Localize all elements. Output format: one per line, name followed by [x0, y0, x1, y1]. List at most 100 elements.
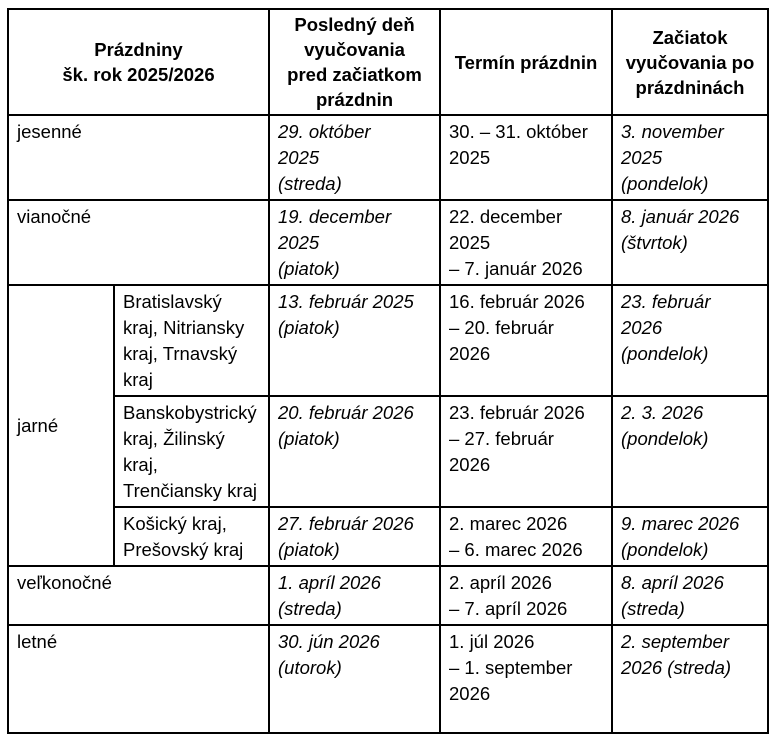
cell-line: kraj, Žilinský [123, 428, 225, 449]
cell-line: Prešovský kraj [123, 539, 244, 560]
term-cell: 23. február 2026 – 27. február 2026 [439, 395, 613, 508]
table-row: jesenné 29. október 2025 (streda) 30. – … [7, 114, 769, 201]
last-day-cell: 13. február 2025 (piatok) [268, 284, 441, 397]
last-day-cell: 29. október 2025 (streda) [268, 114, 441, 201]
cell-line: – 27. február [449, 428, 554, 449]
header-holiday: Prázdniny šk. rok 2025/2026 [7, 8, 270, 116]
header-line: prázdninách [635, 76, 745, 98]
header-line: Posledný deň [294, 14, 415, 35]
table-row: Košický kraj, Prešovský kraj 27. február… [8, 506, 769, 567]
header-start: Začiatok vyučovania po prázdninách [611, 8, 769, 116]
cell-line: 2025 [278, 232, 320, 253]
cell-line: 30. jún 2026 [278, 631, 380, 652]
cell-line: kraj, Nitriansky [123, 317, 245, 338]
cell-line: Trenčiansky kraj [123, 480, 257, 501]
cell-line: Bratislavský [123, 291, 222, 312]
holiday-name: vianočné [7, 199, 270, 286]
cell-line: 13. február 2025 [278, 291, 414, 312]
header-last-day: Posledný deň vyučovania pred začiatkom p… [268, 8, 441, 116]
header-line: Termín prázdnin [454, 51, 598, 73]
header-row: Prázdniny šk. rok 2025/2026 Posledný deň… [7, 8, 769, 116]
school-holidays-table: Prázdniny šk. rok 2025/2026 Posledný deň… [7, 8, 769, 734]
cell-line: 22. december [449, 206, 563, 227]
cell-line: 16. február 2026 [449, 291, 585, 312]
cell-line: 2026 [449, 454, 491, 475]
cell-line: 23. február [621, 291, 711, 312]
cell-line: – 20. február [449, 317, 554, 338]
header-line: Začiatok [652, 26, 728, 48]
cell-line: 2. apríl 2026 [449, 572, 552, 593]
cell-line: 23. február 2026 [449, 402, 585, 423]
cell-line: 8. január 2026 [621, 206, 740, 227]
last-day-cell: 20. február 2026 (piatok) [268, 395, 441, 508]
cell-line: 2025 [621, 147, 663, 168]
term-cell: 30. – 31. október 2025 [439, 114, 613, 201]
cell-line: kraj [123, 369, 153, 390]
header-line: Prázdniny [94, 39, 183, 60]
cell-line: 2. marec 2026 [449, 513, 568, 534]
cell-line: 19. december [278, 206, 392, 227]
header-term: Termín prázdnin [439, 8, 613, 116]
last-day-cell: 1. apríl 2026 (streda) [268, 565, 441, 626]
cell-line: (streda) [278, 598, 342, 619]
last-day-cell: 27. február 2026 (piatok) [268, 506, 441, 567]
cell-line: 2026 [621, 317, 663, 338]
cell-line: (pondelok) [621, 173, 709, 194]
cell-line: (piatok) [278, 317, 340, 338]
cell-line: 1. apríl 2026 [278, 572, 381, 593]
cell-line: – 7. apríl 2026 [449, 598, 568, 619]
table-row: letné 30. jún 2026 (utorok) 1. júl 2026 … [7, 624, 769, 734]
cell-line: 8. apríl 2026 [621, 572, 724, 593]
cell-line: (štvrtok) [621, 232, 688, 253]
cell-line: Banskobystrický [123, 402, 257, 423]
header-line: prázdnin [315, 89, 394, 110]
start-cell: 8. január 2026 (štvrtok) [611, 199, 769, 286]
cell-line: 2025 [449, 232, 491, 253]
start-cell: 9. marec 2026 (pondelok) [611, 506, 769, 567]
table-row: jarné Bratislavský kraj, Nitriansky kraj… [7, 284, 769, 567]
term-cell: 2. apríl 2026 – 7. apríl 2026 [439, 565, 613, 626]
cell-line: 2. 3. 2026 [621, 402, 704, 423]
term-cell: 22. december 2025 – 7. január 2026 [439, 199, 613, 286]
table-row: veľkonočné 1. apríl 2026 (streda) 2. apr… [7, 565, 769, 626]
cell-line: Košický kraj, [123, 513, 227, 534]
holiday-name: letné [7, 624, 270, 734]
start-cell: 8. apríl 2026 (streda) [611, 565, 769, 626]
table-row: Banskobystrický kraj, Žilinský kraj, Tre… [8, 395, 769, 508]
cell-line: kraj, [123, 454, 158, 475]
cell-line: kraj, Trnavský [123, 343, 238, 364]
start-cell: 2. september 2026 (streda) [611, 624, 769, 734]
cell-line: 1. júl 2026 [449, 631, 535, 652]
holiday-name: jesenné [7, 114, 270, 201]
header-line: vyučovania po [625, 51, 755, 73]
cell-line: (piatok) [278, 428, 340, 449]
last-day-cell: 30. jún 2026 (utorok) [268, 624, 441, 734]
cell-line: (piatok) [278, 258, 340, 279]
term-cell: 2. marec 2026 – 6. marec 2026 [439, 506, 613, 567]
holiday-name: veľkonočné [7, 565, 270, 626]
cell-line: 2026 [449, 343, 491, 364]
cell-line: (pondelok) [621, 539, 709, 560]
header-line: šk. rok 2025/2026 [62, 64, 215, 85]
header-line: vyučovania [304, 39, 405, 60]
cell-line: 29. október [278, 121, 371, 142]
cell-line: 27. február 2026 [278, 513, 414, 534]
table-row: vianočné 19. december 2025 (piatok) 22. … [7, 199, 769, 286]
cell-line: (streda) [278, 173, 342, 194]
cell-line: 3. november [621, 121, 724, 142]
region-cell: Banskobystrický kraj, Žilinský kraj, Tre… [113, 395, 270, 508]
cell-line: 2025 [449, 147, 491, 168]
region-cell: Košický kraj, Prešovský kraj [113, 506, 270, 567]
cell-line: 2. september [621, 631, 729, 652]
cell-line: 2026 [449, 683, 491, 704]
cell-line: (utorok) [278, 657, 342, 678]
last-day-cell: 19. december 2025 (piatok) [268, 199, 441, 286]
region-cell: Bratislavský kraj, Nitriansky kraj, Trna… [113, 284, 270, 397]
cell-line: (streda) [621, 598, 685, 619]
start-cell: 23. február 2026 (pondelok) [611, 284, 769, 397]
cell-line: (piatok) [278, 539, 340, 560]
cell-line: 2025 [278, 147, 320, 168]
cell-line: 2026 (streda) [621, 657, 732, 678]
cell-line: – 7. január 2026 [449, 258, 583, 279]
start-cell: 2. 3. 2026 (pondelok) [611, 395, 769, 508]
